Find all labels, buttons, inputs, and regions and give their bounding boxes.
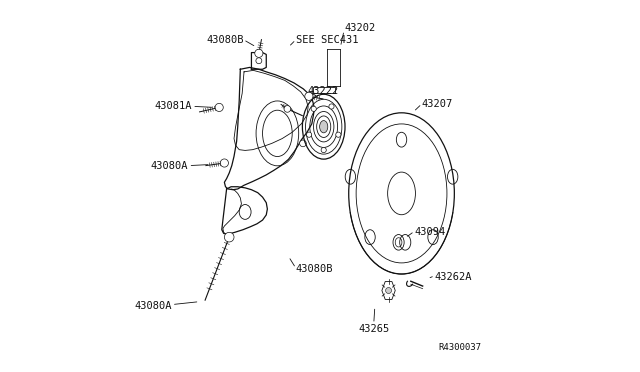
Circle shape [220, 159, 228, 167]
Text: 43222: 43222 [307, 87, 339, 96]
Text: 43080A: 43080A [134, 301, 172, 311]
Circle shape [311, 106, 316, 111]
Text: 43262A: 43262A [435, 272, 472, 282]
Polygon shape [382, 282, 396, 299]
Circle shape [385, 288, 392, 294]
Circle shape [300, 140, 307, 147]
Circle shape [305, 93, 312, 100]
Circle shape [255, 49, 263, 57]
Text: 43081A: 43081A [155, 101, 192, 111]
Circle shape [284, 106, 291, 112]
Ellipse shape [319, 121, 328, 133]
Circle shape [256, 58, 262, 64]
Text: SEE SEC431: SEE SEC431 [296, 35, 358, 45]
Text: 43080A: 43080A [151, 161, 188, 171]
Text: 43265: 43265 [358, 324, 389, 334]
Text: 43202: 43202 [344, 23, 375, 33]
Circle shape [321, 147, 326, 153]
Text: 43207: 43207 [422, 99, 453, 109]
Circle shape [307, 132, 312, 137]
Text: 43094: 43094 [415, 227, 445, 237]
Text: 43080B: 43080B [207, 35, 244, 45]
Circle shape [215, 103, 223, 112]
Text: R4300037: R4300037 [438, 343, 481, 352]
Circle shape [329, 104, 334, 109]
Circle shape [305, 92, 313, 100]
Circle shape [336, 132, 341, 137]
Circle shape [225, 232, 234, 242]
Text: 43080B: 43080B [296, 264, 333, 275]
